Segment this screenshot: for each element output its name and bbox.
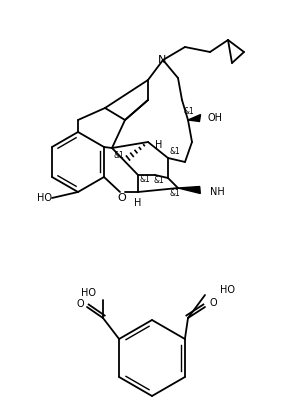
Text: &1: &1 (170, 147, 181, 156)
Text: &1: &1 (140, 176, 151, 185)
Text: &1: &1 (153, 176, 164, 186)
Text: HO: HO (81, 288, 95, 298)
Text: H: H (155, 140, 162, 150)
Text: OH: OH (208, 113, 223, 123)
Text: &1: &1 (183, 107, 194, 117)
Text: N: N (158, 55, 166, 65)
Text: H: H (134, 198, 142, 208)
Text: HO: HO (220, 285, 235, 295)
Text: &1: &1 (170, 190, 181, 198)
Text: &1: &1 (113, 151, 124, 161)
Text: O: O (76, 299, 84, 309)
Polygon shape (178, 186, 200, 193)
Polygon shape (188, 115, 201, 122)
Text: NH: NH (210, 187, 225, 197)
Text: O: O (209, 298, 217, 308)
Text: O: O (118, 193, 126, 203)
Text: HO: HO (37, 193, 52, 203)
